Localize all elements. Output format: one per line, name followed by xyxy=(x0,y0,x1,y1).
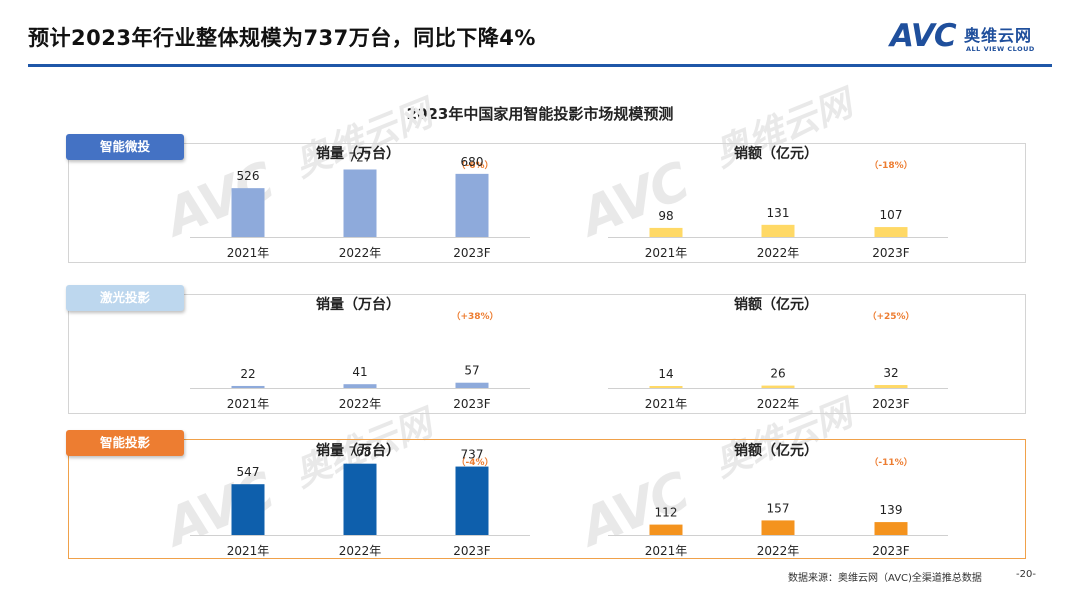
change-label: （-6%） xyxy=(456,160,493,171)
bar-2023f-value xyxy=(874,227,908,237)
bar-2023f-value xyxy=(874,385,908,388)
x-tick-label: 2022年 xyxy=(339,246,382,260)
section-tag-laser: 激光投影 xyxy=(66,285,184,311)
bar-2023f-value xyxy=(874,522,908,535)
chart-subtitle: 销额（亿元） xyxy=(734,296,818,313)
bar-2022--volume xyxy=(343,463,377,535)
x-tick-label: 2023F xyxy=(872,397,910,411)
x-tick-label: 2022年 xyxy=(339,397,382,411)
data-label: 107 xyxy=(880,208,903,222)
section-panel-laser xyxy=(68,294,1026,414)
x-tick-label: 2023F xyxy=(872,544,910,558)
bar-2022--value xyxy=(761,520,795,535)
change-label: （+38%） xyxy=(451,311,498,322)
page-title: 预计2023年行业整体规模为737万台，同比下降4% xyxy=(28,26,536,50)
chart-subtitle: 销量（万台） xyxy=(316,296,400,313)
chart-subtitle: 销量（万台） xyxy=(316,442,400,459)
chart-title: 2023年中国家用智能投影市场规模预测 xyxy=(406,105,674,123)
data-label: 727 xyxy=(349,150,372,164)
data-label: 98 xyxy=(658,209,673,223)
x-tick-label: 2023F xyxy=(453,397,491,411)
chart-subtitle: 销量（万台） xyxy=(316,145,400,162)
data-label: 547 xyxy=(237,465,260,479)
change-label: （-18%） xyxy=(869,160,912,171)
change-label: （-11%） xyxy=(869,457,912,468)
section-tag-total: 智能投影 xyxy=(66,430,184,456)
section-panel-total xyxy=(68,439,1026,559)
brand-logo: AVC 奥维云网 ALL VIEW CLOUD xyxy=(890,18,1060,58)
chart-subtitle: 销额（亿元） xyxy=(734,145,818,162)
logo-chinese-name: 奥维云网 xyxy=(964,26,1033,45)
bar-2022--value xyxy=(761,385,795,388)
data-label: 139 xyxy=(880,503,903,517)
data-label: 131 xyxy=(767,206,790,220)
x-tick-label: 2022年 xyxy=(339,544,382,558)
bar-2021--value xyxy=(649,386,683,388)
data-label: 112 xyxy=(655,506,678,520)
section-tag-micro: 智能微投 xyxy=(66,134,184,160)
bar-2021--value xyxy=(649,524,683,535)
x-tick-label: 2021年 xyxy=(227,397,270,411)
x-tick-label: 2022年 xyxy=(757,397,800,411)
change-label: （-4%） xyxy=(456,457,493,468)
data-label: 768 xyxy=(349,445,372,459)
x-tick-label: 2023F xyxy=(453,544,491,558)
data-label: 41 xyxy=(352,365,367,379)
bar-2023f-volume xyxy=(455,382,489,388)
x-tick-label: 2021年 xyxy=(227,246,270,260)
change-label: （+25%） xyxy=(867,311,914,322)
bar-2021--volume xyxy=(231,188,265,237)
logo-english-name: ALL VIEW CLOUD xyxy=(966,45,1035,53)
bar-2022--volume xyxy=(343,169,377,237)
bar-2023f-volume xyxy=(455,173,489,237)
data-label: 26 xyxy=(770,367,785,381)
data-label: 14 xyxy=(658,367,673,381)
x-tick-label: 2023F xyxy=(453,246,491,260)
x-tick-label: 2023F xyxy=(872,246,910,260)
x-tick-label: 2021年 xyxy=(645,544,688,558)
data-label: 526 xyxy=(237,169,260,183)
data-label: 32 xyxy=(883,366,898,380)
page-number: -20- xyxy=(1016,569,1036,580)
bar-2022--value xyxy=(761,224,795,237)
bar-2021--volume xyxy=(231,385,265,388)
x-tick-label: 2022年 xyxy=(757,246,800,260)
data-label: 57 xyxy=(464,364,479,378)
x-tick-label: 2021年 xyxy=(645,397,688,411)
data-label: 22 xyxy=(240,367,255,381)
data-label: 157 xyxy=(767,501,790,515)
bar-2023f-volume xyxy=(455,466,489,535)
data-label: 680 xyxy=(461,155,484,169)
chart-subtitle: 销额（亿元） xyxy=(734,442,818,459)
data-label: 737 xyxy=(461,448,484,462)
bar-2021--value xyxy=(649,227,683,237)
bar-2022--volume xyxy=(343,384,377,388)
x-tick-label: 2021年 xyxy=(645,246,688,260)
bar-2021--volume xyxy=(231,484,265,535)
header-divider xyxy=(28,64,1052,67)
data-source-note: 数据来源：奥维云网（AVC)全渠道推总数据 xyxy=(788,573,982,584)
x-tick-label: 2021年 xyxy=(227,544,270,558)
section-panel-micro xyxy=(68,143,1026,263)
x-tick-label: 2022年 xyxy=(757,544,800,558)
logo-mark: AVC xyxy=(890,18,957,54)
